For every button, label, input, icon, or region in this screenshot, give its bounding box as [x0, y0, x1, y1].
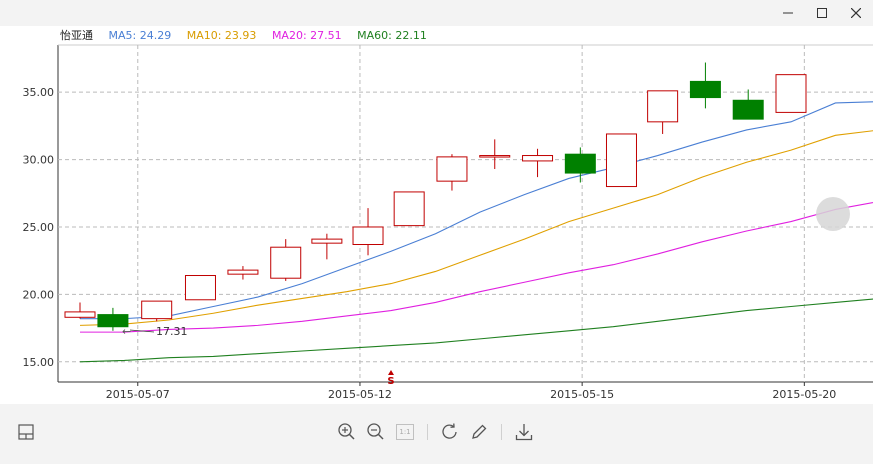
maximize-icon: [817, 8, 827, 18]
chart-area: [0, 26, 873, 404]
zoom-out-button[interactable]: [364, 420, 388, 444]
legend-ma20[interactable]: MA20: 27.51: [271, 29, 342, 42]
zoom-reset-button[interactable]: 1:1: [393, 420, 417, 444]
chart-toolbar: 1:1: [0, 404, 873, 464]
restore-icon: [442, 423, 457, 439]
chart-legend: 怡亚通 MA5: 24.29 MA10: 23.93 MA20: 27.51 M…: [60, 27, 439, 43]
data-view-icon: [18, 424, 34, 440]
zoom-reset-icon: 1:1: [396, 424, 414, 440]
toolbar-separator: [427, 424, 428, 440]
close-icon: [851, 8, 861, 18]
legend-ma60[interactable]: MA60: 22.11: [357, 29, 427, 42]
legend-ma5[interactable]: MA5: 24.29: [108, 29, 172, 42]
toolbar-separator: [501, 424, 502, 440]
maximize-button[interactable]: [805, 0, 839, 26]
download-icon: [515, 424, 533, 441]
zoom-in-icon: [338, 423, 355, 440]
minimize-button[interactable]: [771, 0, 805, 26]
close-button[interactable]: [839, 0, 873, 26]
legend-ma10[interactable]: MA10: 23.93: [186, 29, 257, 42]
data-view-button[interactable]: [14, 420, 38, 444]
minimize-icon: [783, 12, 793, 14]
zoom-in-button[interactable]: [335, 420, 359, 444]
legend-stock-name: 怡亚通: [60, 29, 93, 42]
restore-button[interactable]: [438, 420, 462, 444]
brush-icon: [472, 424, 487, 439]
download-button[interactable]: [512, 420, 536, 444]
brush-button[interactable]: [467, 420, 491, 444]
zoom-out-icon: [367, 423, 384, 440]
window-titlebar: [0, 0, 873, 26]
